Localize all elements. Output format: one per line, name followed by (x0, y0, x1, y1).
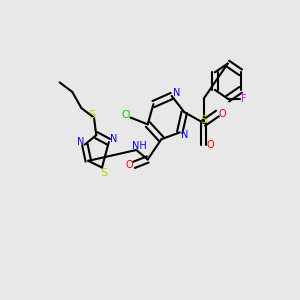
Text: N: N (172, 88, 180, 98)
Text: S: S (200, 115, 207, 125)
Text: Cl: Cl (121, 110, 131, 120)
Text: O: O (218, 109, 226, 118)
Text: O: O (126, 160, 133, 170)
Text: S: S (88, 110, 95, 120)
Text: O: O (207, 140, 214, 150)
Text: N: N (110, 134, 117, 144)
Text: N: N (181, 130, 188, 140)
Text: S: S (101, 168, 108, 178)
Text: N: N (76, 137, 84, 147)
Text: F: F (241, 94, 247, 104)
Text: NH: NH (132, 141, 147, 151)
